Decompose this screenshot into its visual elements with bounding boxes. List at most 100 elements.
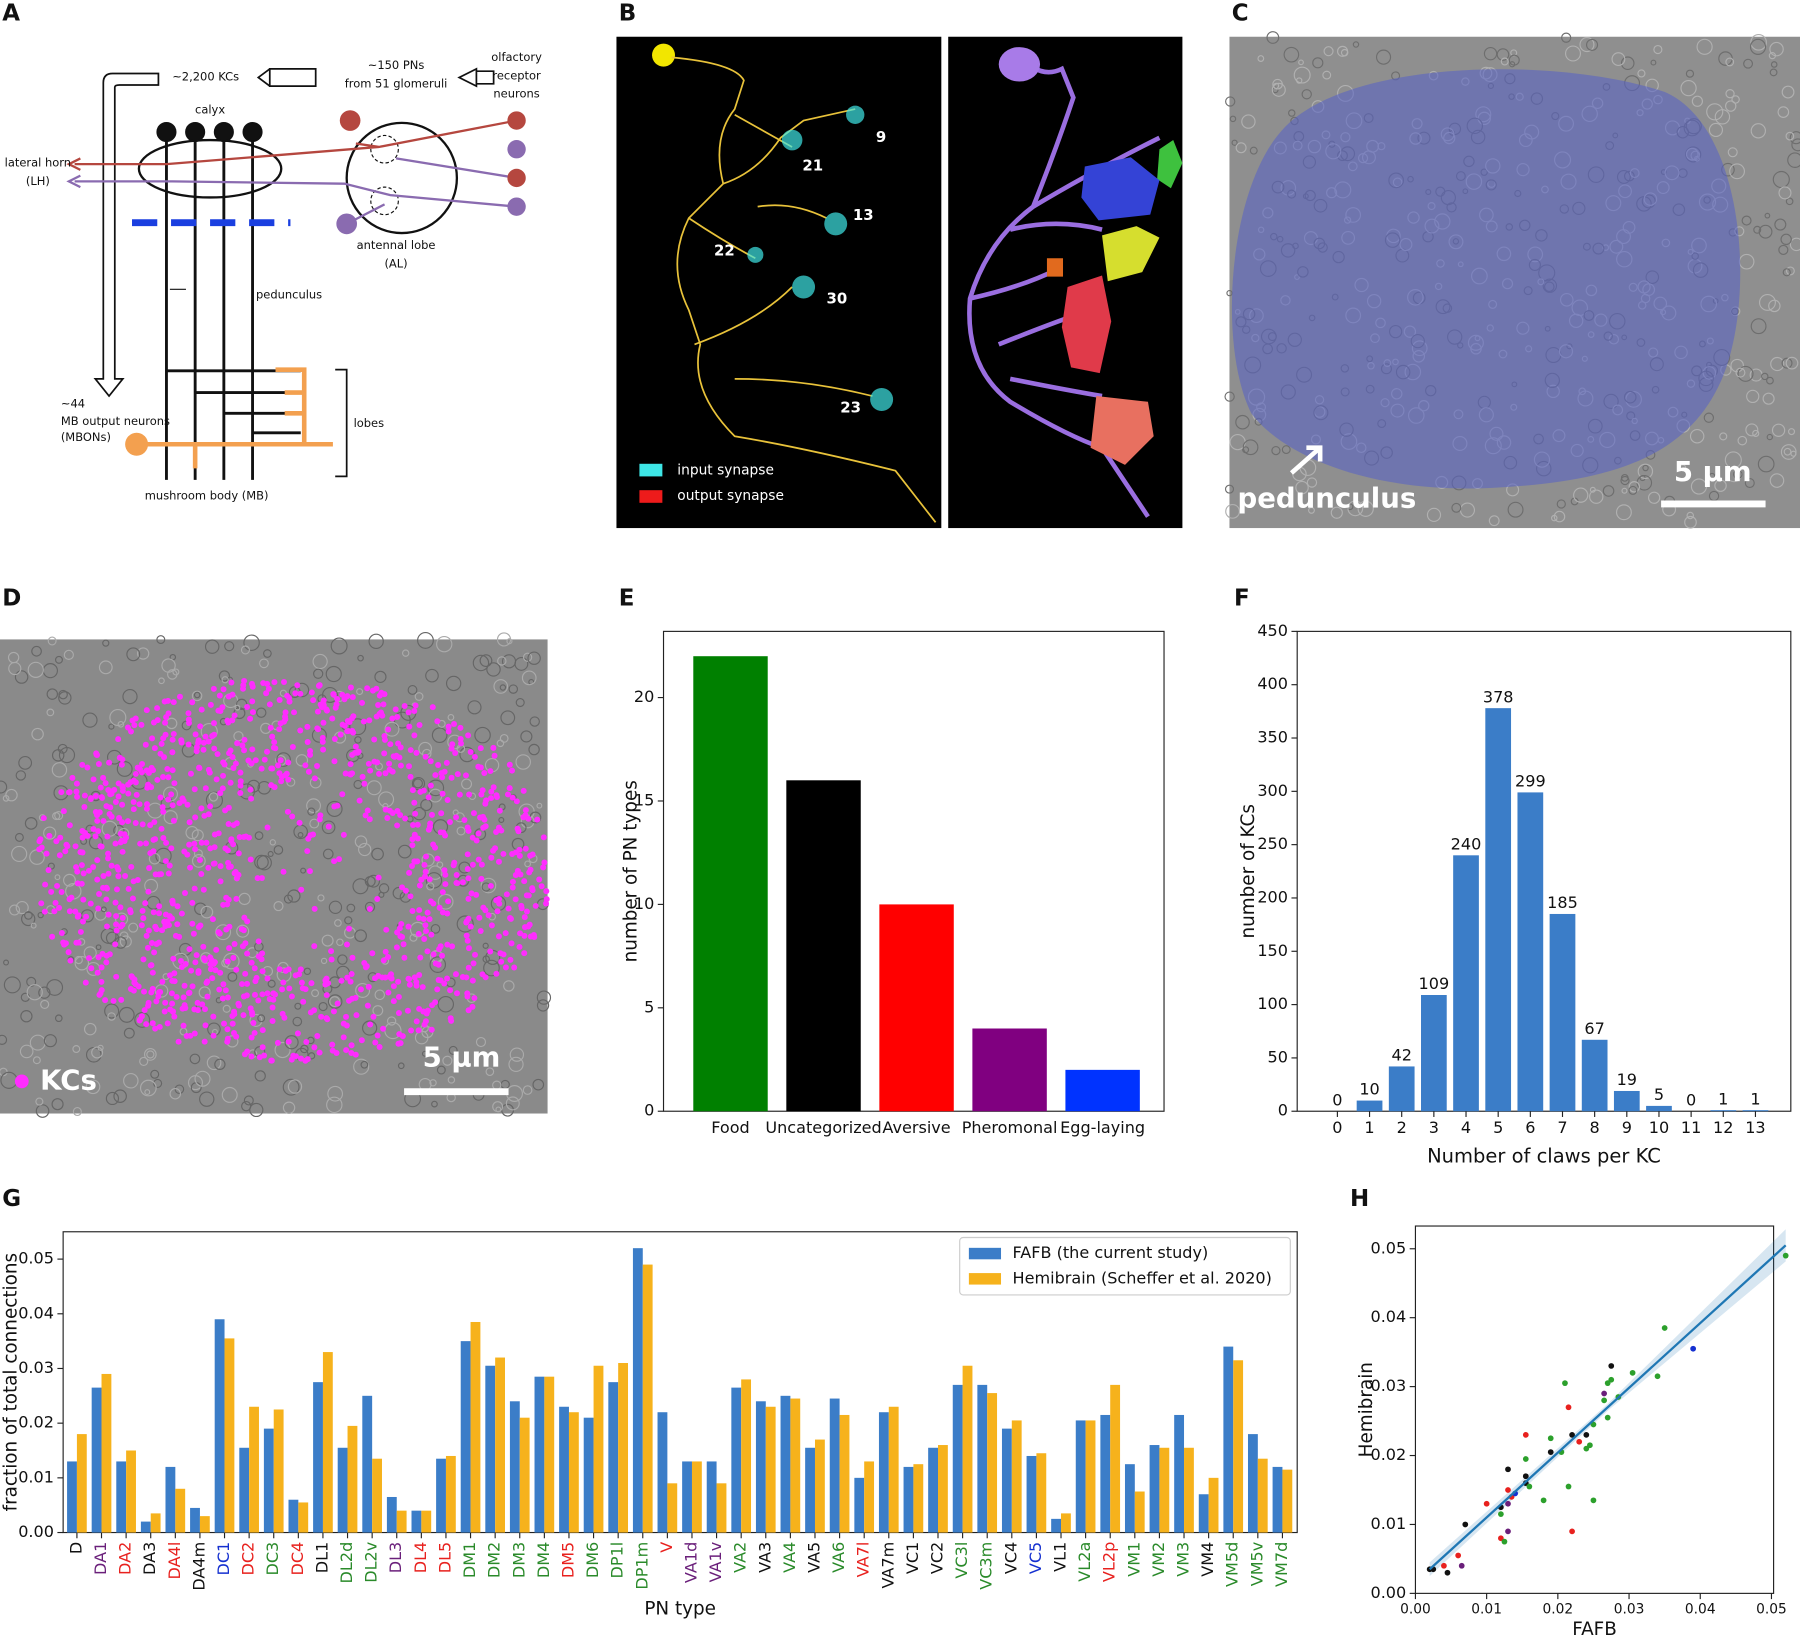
kc-dot: [156, 989, 163, 996]
kc-dot: [202, 785, 209, 792]
kc-dot: [141, 1007, 148, 1014]
texture-dot: [1556, 499, 1566, 509]
label: 9: [876, 128, 886, 146]
kc-dot: [291, 709, 298, 716]
x-tick-label: DA4m: [189, 1542, 208, 1591]
kc-dot: [512, 849, 519, 856]
kc-dot: [274, 1039, 281, 1046]
texture-dot: [37, 911, 44, 919]
texture-dot: [503, 980, 515, 992]
bar: [239, 1447, 250, 1533]
texture-dot: [47, 636, 57, 646]
point: [1569, 1431, 1575, 1438]
texture-dot: [32, 1056, 41, 1065]
texture-dot: [208, 792, 219, 802]
kc-dot: [457, 724, 464, 731]
x-tick-label: VM2: [1149, 1542, 1168, 1577]
kc-dot: [483, 797, 490, 804]
kc-dot: [127, 909, 134, 916]
kc-dot: [74, 793, 81, 800]
kc-dot: [40, 815, 47, 822]
kc-dot: [432, 772, 439, 779]
kc-dot: [523, 908, 530, 915]
kc-dot: [280, 868, 287, 875]
kc-dot: [211, 745, 218, 752]
kc-dot: [344, 728, 351, 735]
kc-dot: [381, 750, 388, 757]
texture-dot: [1283, 46, 1300, 63]
kc-dot: [168, 990, 175, 997]
kc-dot: [231, 712, 238, 719]
kc-dot: [339, 691, 346, 698]
x-tick-label: 12: [1713, 1118, 1733, 1137]
kc-dot: [323, 706, 330, 713]
bar: [1085, 1420, 1096, 1533]
kc-dot: [38, 900, 45, 907]
kc-dot: [212, 967, 219, 974]
kc-dot: [543, 888, 550, 895]
y-tick-label: 0: [644, 1101, 654, 1120]
kc-dot: [177, 958, 184, 965]
texture-dot: [256, 855, 272, 871]
kc-dot: [131, 722, 138, 729]
bar: [741, 1379, 752, 1533]
kc-dot: [477, 814, 484, 821]
kc-dot: [52, 899, 59, 906]
kc-dot: [73, 864, 80, 871]
x-tick-label: DL4: [411, 1542, 430, 1574]
label: 21: [802, 156, 823, 174]
texture-dot: [1729, 163, 1746, 180]
kc-dot: [406, 981, 413, 988]
kc-dot: [465, 732, 472, 739]
arrow: [256, 68, 271, 87]
bar: [1134, 1491, 1145, 1533]
kc-dot: [276, 697, 283, 704]
x-tick-label: 0.05: [1756, 1601, 1787, 1617]
texture-dot: [105, 1091, 120, 1106]
kc-dot: [96, 890, 103, 897]
kc-dot: [119, 914, 126, 921]
kc-dot: [360, 718, 367, 725]
kc-dot: [297, 690, 304, 697]
bouton: [1157, 140, 1183, 189]
texture-dot: [128, 922, 139, 933]
kc-dot: [193, 952, 200, 959]
kc-dot: [169, 1008, 176, 1015]
data-label: 19: [1617, 1070, 1637, 1089]
texture-dot: [536, 802, 543, 809]
bar: [224, 1338, 235, 1533]
kc-dot: [415, 915, 422, 922]
kc-dot: [168, 791, 175, 798]
x-tick-label: DA3: [140, 1542, 159, 1575]
kc-dot: [224, 994, 231, 1001]
kc-dot: [427, 782, 434, 789]
kc-dot: [73, 788, 80, 795]
kc-dot: [305, 768, 312, 775]
texture-dot: [436, 1065, 446, 1075]
data-label: 0: [1686, 1090, 1696, 1109]
texture-dot: [1257, 55, 1265, 62]
texture-dot: [98, 660, 113, 675]
kc-dot: [397, 1040, 404, 1047]
kc-dot: [522, 924, 528, 931]
kc-dot: [241, 736, 248, 743]
texture-dot: [287, 1079, 303, 1094]
kc-dot: [284, 808, 291, 815]
kc-dot: [446, 819, 453, 826]
kc-dot: [180, 994, 187, 1001]
kc-dot: [242, 970, 249, 977]
texture-dot: [72, 1045, 81, 1053]
legend-box: [959, 1236, 1291, 1296]
label: lateral horn: [5, 156, 71, 170]
texture-dot: [1737, 365, 1754, 382]
kc-dot: [405, 923, 412, 930]
kc-dot: [229, 717, 236, 724]
kc-dot: [449, 741, 456, 748]
x-tick-label: VM5d: [1223, 1542, 1242, 1587]
kc-dot: [269, 733, 276, 740]
texture-dot: [528, 743, 540, 756]
texture-dot: [174, 1084, 185, 1095]
kc-dot: [522, 845, 529, 852]
bar: [1149, 1445, 1160, 1533]
texture-dot: [1783, 447, 1792, 456]
